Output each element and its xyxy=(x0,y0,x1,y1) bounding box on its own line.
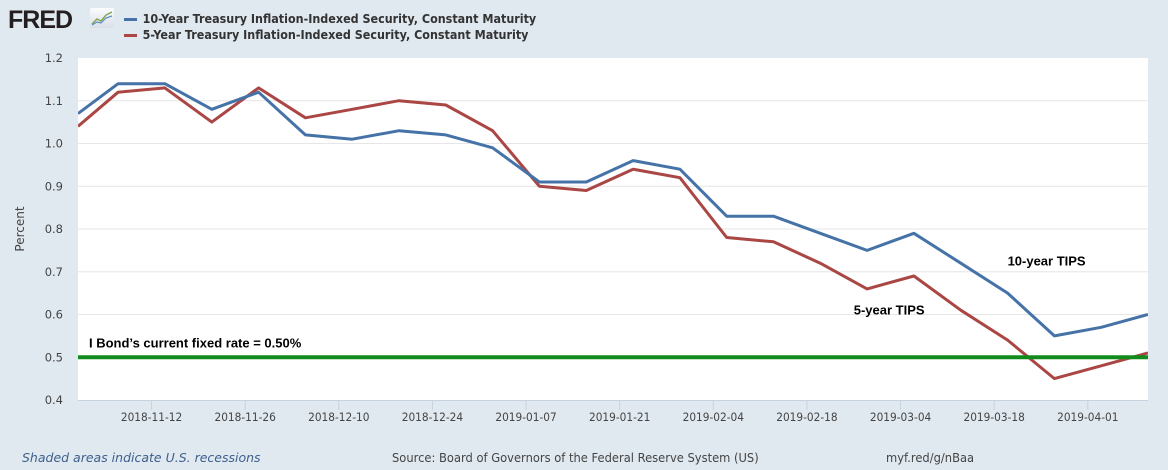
short-link[interactable]: myf.red/g/nBaa xyxy=(886,450,975,465)
x-tick-label: 2018-12-10 xyxy=(308,411,369,425)
y-tick-label: 0.5 xyxy=(45,350,63,364)
x-tick-label: 2019-01-21 xyxy=(589,411,650,425)
x-tick-label: 2018-11-26 xyxy=(214,411,275,425)
y-tick-label: 0.4 xyxy=(45,393,63,407)
x-tick-label: 2018-12-24 xyxy=(402,411,463,425)
recession-note: Shaded areas indicate U.S. recessions xyxy=(22,450,261,465)
legend-label-5yr: 5-Year Treasury Inflation-Indexed Securi… xyxy=(142,28,529,42)
y-tick-label: 0.9 xyxy=(45,179,63,193)
y-tick-label: 0.7 xyxy=(45,265,63,279)
y-tick-label: 1.1 xyxy=(45,94,63,108)
annotation-10yr-tips: 10-year TIPS xyxy=(1008,253,1086,268)
x-tick-label: 2019-03-04 xyxy=(870,411,931,425)
x-tick-label: 2019-03-18 xyxy=(963,411,1024,425)
source-text: Source: Board of Governors of the Federa… xyxy=(392,450,759,465)
fred-logo[interactable]: FRED xyxy=(8,6,73,34)
legend-swatch-10yr xyxy=(124,17,138,21)
y-tick-label: 1.2 xyxy=(45,51,63,65)
chart-line-icon xyxy=(90,8,114,28)
legend-swatch-5yr xyxy=(124,33,138,37)
reference-line-label: I Bond’s current fixed rate = 0.50% xyxy=(89,335,302,350)
x-tick-label: 2019-02-04 xyxy=(683,411,744,425)
x-tick-label: 2019-04-01 xyxy=(1057,411,1118,425)
y-tick-label: 1.0 xyxy=(45,137,63,151)
y-axis-label: Percent xyxy=(13,206,27,251)
legend-label-10yr: 10-Year Treasury Inflation-Indexed Secur… xyxy=(142,12,537,26)
annotation-5yr-tips: 5-year TIPS xyxy=(854,303,925,318)
legend-item-5yr[interactable]: 5-Year Treasury Inflation-Indexed Securi… xyxy=(124,27,536,43)
y-tick-label: 0.6 xyxy=(45,308,63,322)
x-tick-label: 2019-02-18 xyxy=(776,411,837,425)
x-tick-label: 2019-01-07 xyxy=(495,411,556,425)
legend-item-10yr[interactable]: 10-Year Treasury Inflation-Indexed Secur… xyxy=(124,11,536,27)
x-tick-label: 2018-11-12 xyxy=(121,411,182,425)
y-tick-label: 0.8 xyxy=(45,222,63,236)
chart-legend: 10-Year Treasury Inflation-Indexed Secur… xyxy=(124,11,567,43)
series-line-10yr xyxy=(78,82,1148,338)
